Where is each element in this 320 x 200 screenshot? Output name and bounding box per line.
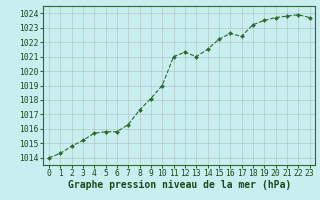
X-axis label: Graphe pression niveau de la mer (hPa): Graphe pression niveau de la mer (hPa) bbox=[68, 180, 291, 190]
